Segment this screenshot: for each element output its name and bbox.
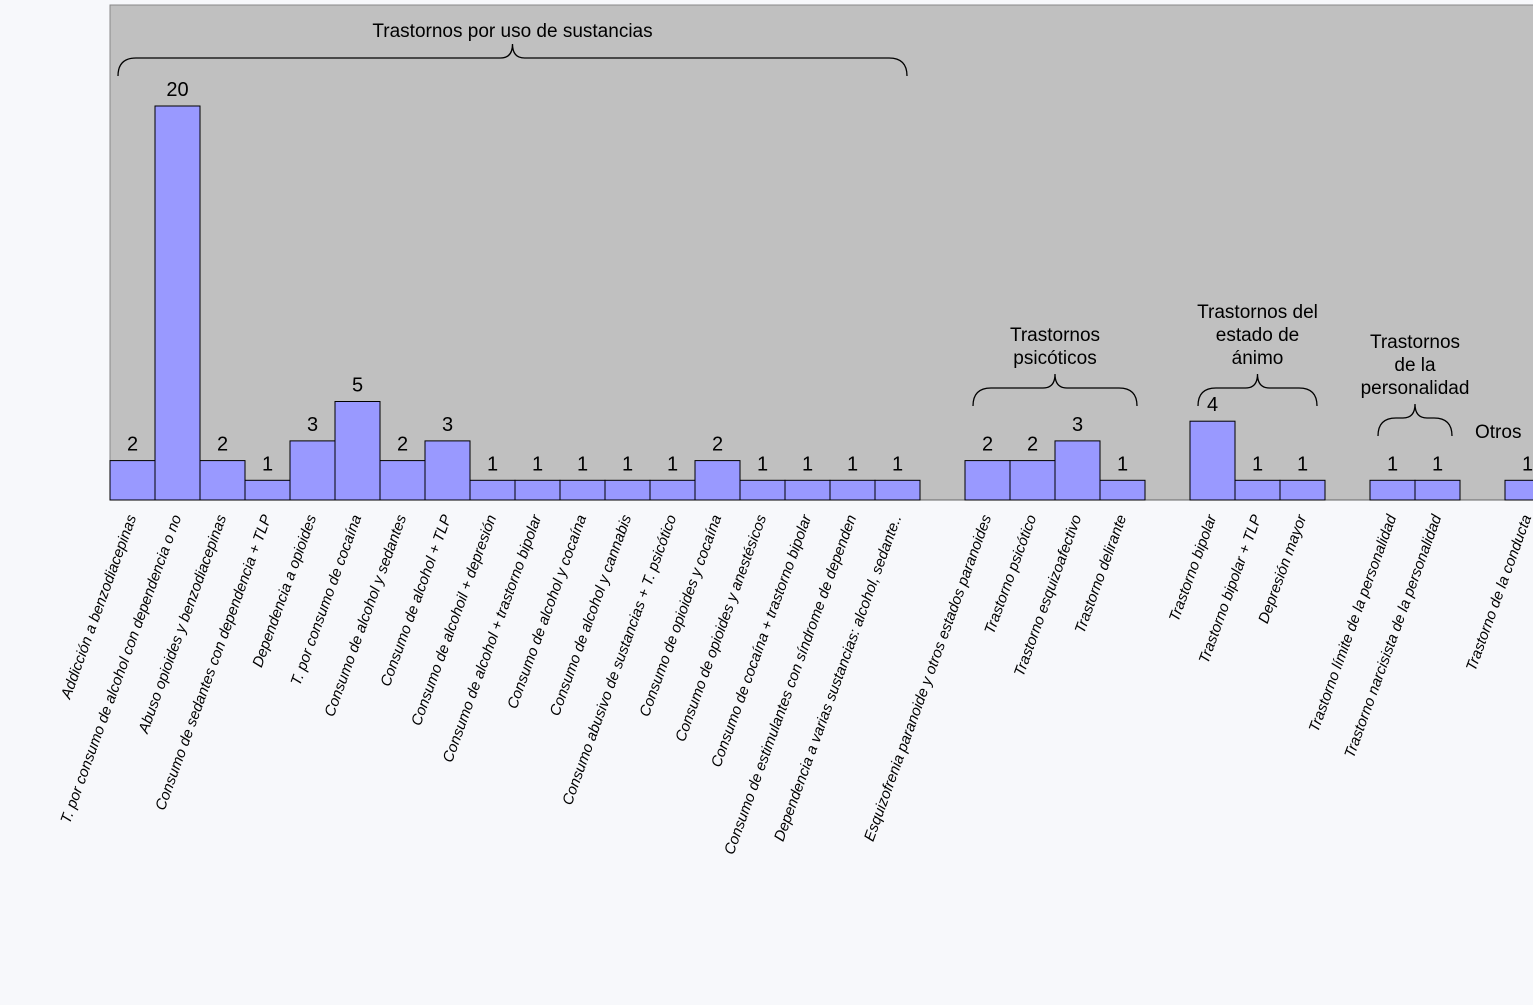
data-label: 1 xyxy=(532,453,543,475)
data-label: 1 xyxy=(262,453,273,475)
bar xyxy=(154,105,201,501)
plot-background xyxy=(109,4,1533,501)
bar xyxy=(1099,479,1146,501)
data-label: 4 xyxy=(1207,394,1218,416)
data-label: 3 xyxy=(442,414,453,436)
data-label: 1 xyxy=(622,453,633,475)
category-label: Consumo de opioides y cocaína xyxy=(636,513,725,719)
group-brace xyxy=(117,43,908,77)
bar xyxy=(829,479,876,501)
bar xyxy=(559,479,606,501)
data-label: 5 xyxy=(352,375,363,397)
category-label: Consumo de opioides y anestésicos xyxy=(672,512,770,744)
category-label: Consumo de alcohol y cannabis xyxy=(547,512,636,718)
category-label: Consumo de alcohol y cocaína xyxy=(504,513,590,712)
data-label: 3 xyxy=(1072,414,1083,436)
bar xyxy=(514,479,561,501)
bar xyxy=(1009,460,1056,501)
group-brace xyxy=(972,373,1138,407)
data-label: 1 xyxy=(1522,453,1533,475)
category-label: Trastorno de la conducta xyxy=(1463,513,1533,674)
data-label: 1 xyxy=(757,453,768,475)
bar xyxy=(1054,440,1101,501)
data-label: 1 xyxy=(802,453,813,475)
bar xyxy=(469,479,516,501)
data-label: 1 xyxy=(487,453,498,475)
bar xyxy=(694,460,741,501)
group-label: psicóticos xyxy=(1013,348,1096,369)
bar xyxy=(784,479,831,501)
bar xyxy=(424,440,471,501)
bar xyxy=(739,479,786,501)
group-label: Trastornos xyxy=(1010,325,1100,346)
data-label: 2 xyxy=(217,434,228,456)
group-label: ánimo xyxy=(1232,348,1284,369)
group-label: personalidad xyxy=(1361,378,1470,399)
data-label: 2 xyxy=(127,434,138,456)
group-label: Trastornos del xyxy=(1197,302,1318,323)
data-label: 1 xyxy=(847,453,858,475)
bar xyxy=(1189,420,1236,501)
data-label: 20 xyxy=(166,79,188,101)
bar xyxy=(1414,479,1461,501)
group-brace xyxy=(1377,403,1453,437)
bar xyxy=(1369,479,1416,501)
category-label: Abuso opioides y benzodiacepinas xyxy=(135,512,230,736)
group-label: Otros xyxy=(1475,422,1521,443)
category-label: Consumo de alcohoil + depresión xyxy=(408,513,500,728)
data-label: 1 xyxy=(892,453,903,475)
category-label: Consumo de alcohol y sedantes xyxy=(321,512,410,719)
data-label: 1 xyxy=(667,453,678,475)
group-label: Trastornos xyxy=(1370,332,1460,353)
data-label: 1 xyxy=(1117,453,1128,475)
category-label: Trastorno límite de la personalidad xyxy=(1306,512,1401,734)
data-label: 1 xyxy=(577,453,588,475)
group-label: estado de xyxy=(1216,325,1299,346)
bar xyxy=(109,460,156,501)
data-label: 1 xyxy=(1297,453,1308,475)
bar xyxy=(289,440,336,501)
data-label: 2 xyxy=(712,434,723,456)
bar xyxy=(379,460,426,501)
category-label: Depresión mayor xyxy=(1255,512,1310,626)
data-label: 3 xyxy=(307,414,318,436)
bar xyxy=(874,479,921,501)
data-label: 1 xyxy=(1387,453,1398,475)
data-label: 2 xyxy=(1027,434,1038,456)
bar xyxy=(604,479,651,501)
bar xyxy=(334,401,381,501)
data-label: 1 xyxy=(1432,453,1443,475)
bar xyxy=(199,460,246,501)
group-label: Trastornos por uso de sustancias xyxy=(372,21,652,42)
bar xyxy=(1234,479,1281,501)
bar xyxy=(1504,479,1533,501)
data-label: 2 xyxy=(982,434,993,456)
data-label: 1 xyxy=(1252,453,1263,475)
bar xyxy=(1279,479,1326,501)
bar xyxy=(649,479,696,501)
group-label: de la xyxy=(1394,355,1436,376)
bar xyxy=(964,460,1011,501)
bar xyxy=(244,479,291,501)
data-label: 2 xyxy=(397,434,408,456)
category-label: Trastorno bipolar xyxy=(1166,512,1221,624)
group-brace xyxy=(1197,373,1318,407)
